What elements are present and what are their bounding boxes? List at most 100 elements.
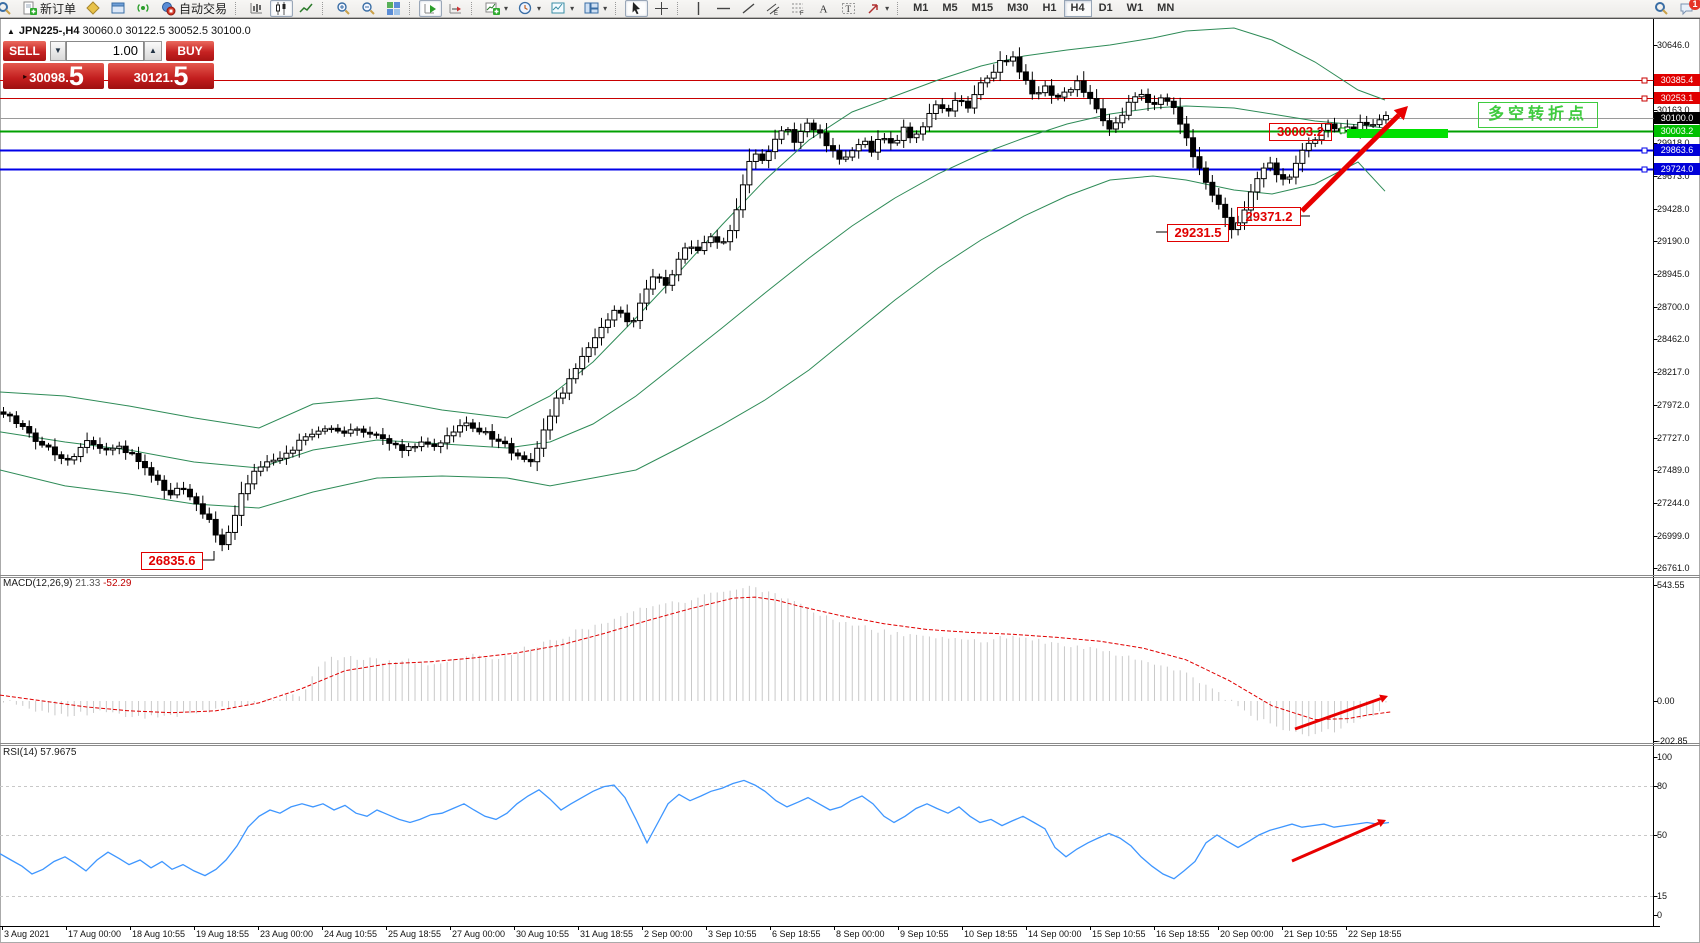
profiles-button[interactable]: ▾ xyxy=(580,0,611,17)
sell-price: 30098 xyxy=(29,70,66,85)
price-annotation[interactable]: 30003.2 xyxy=(1269,123,1332,141)
autoscroll-icon xyxy=(423,1,438,16)
rsi-axis-tick: 80 xyxy=(1657,781,1668,791)
dropdown-caret-icon[interactable]: ▾ xyxy=(603,4,608,13)
price-line-label[interactable]: 29863.6 xyxy=(1654,144,1700,156)
macd-indicator-label: MACD(12,26,9) 21.33 -52.29 xyxy=(3,578,132,589)
macd-axis-tick: 0.00 xyxy=(1657,696,1675,706)
timeframe-h1-button[interactable]: H1 xyxy=(1042,2,1057,14)
text-button[interactable]: A xyxy=(812,0,835,17)
sell-price-tile[interactable]: ▸ 30098 . 5 xyxy=(3,61,104,91)
timeframe-m15-button[interactable]: M15 xyxy=(971,2,994,14)
svg-text:A: A xyxy=(820,4,828,16)
highlighter-button[interactable] xyxy=(82,0,105,17)
periods-button[interactable]: ▾ xyxy=(514,0,545,17)
timeframe-m5-button[interactable]: M5 xyxy=(942,2,958,14)
linechart-icon xyxy=(299,1,314,16)
price-annotation[interactable]: 26835.6 xyxy=(141,552,203,570)
price-line-label[interactable]: 30253.1 xyxy=(1654,92,1700,104)
cursor-button[interactable] xyxy=(625,0,649,17)
date-axis-label: 20 Sep 00:00 xyxy=(1220,929,1274,939)
price-annotation[interactable]: 29371.2 xyxy=(1237,207,1301,226)
line-chart-button[interactable] xyxy=(295,0,318,17)
toolbar-separator xyxy=(615,2,621,15)
price-line-label[interactable]: 29724.0 xyxy=(1654,163,1700,175)
edge-search-icon[interactable] xyxy=(0,0,16,17)
volume-input[interactable]: 1.00 xyxy=(66,41,144,61)
navigator-button[interactable] xyxy=(132,0,155,17)
date-axis-label: 3 Sep 10:55 xyxy=(708,929,757,939)
price-axis-tick: 29428.0 xyxy=(1657,204,1690,214)
robot-icon xyxy=(161,1,176,16)
data-window-button[interactable] xyxy=(107,0,130,17)
bar-chart-button[interactable] xyxy=(245,0,268,17)
rsi-axis-tick: 100 xyxy=(1657,752,1673,762)
volume-increase-button[interactable]: ▲ xyxy=(144,41,162,61)
timeframe-m1-button[interactable]: M1 xyxy=(913,2,929,14)
tick-direction-icon: ▸ xyxy=(23,71,28,81)
community-chat-button[interactable]: 1 xyxy=(1679,0,1700,16)
timeframe-d1-button[interactable]: D1 xyxy=(1098,2,1113,14)
fibonacci-button[interactable]: F xyxy=(787,0,810,17)
date-axis-label: 24 Aug 10:55 xyxy=(324,929,378,939)
rsi-indicator-label: RSI(14) 57.9675 xyxy=(3,747,77,758)
price-axis-tick: 29673.0 xyxy=(1657,171,1690,181)
macd-axis-tick: -202.85 xyxy=(1657,736,1688,746)
date-axis-label: 21 Sep 10:55 xyxy=(1284,929,1338,939)
price-line-label[interactable]: 30385.4 xyxy=(1654,74,1700,86)
candle-chart-button[interactable] xyxy=(270,0,294,17)
horizontal-line-button[interactable] xyxy=(712,0,735,17)
labelt-icon: T xyxy=(841,1,856,16)
zoom-out-button[interactable] xyxy=(357,0,380,17)
timeframe-m30-button[interactable]: M30 xyxy=(1007,2,1029,14)
volume-decrease-button[interactable]: ▼ xyxy=(50,41,66,61)
neworder-icon xyxy=(22,1,37,16)
new-order-button[interactable]: 新订单 xyxy=(18,0,80,17)
timeframe-w1-button[interactable]: W1 xyxy=(1126,2,1144,14)
text-label-button[interactable]: T xyxy=(837,0,860,17)
signal-icon xyxy=(136,1,151,16)
one-click-trading-panel: SELL ▼ 1.00 ▲ BUY ▸ 30098 . 5 30121 . 5 xyxy=(3,41,214,91)
price-axis-tick: 27244.0 xyxy=(1657,498,1690,508)
dropdown-caret-icon[interactable]: ▾ xyxy=(537,4,542,13)
trendline-button[interactable] xyxy=(737,0,760,17)
buy-button[interactable]: BUY xyxy=(166,41,214,61)
crayon-icon xyxy=(86,1,101,16)
tile-windows-button[interactable] xyxy=(382,0,405,17)
auto-trading-button[interactable]: 自动交易 xyxy=(157,0,231,17)
chart-shift-button[interactable] xyxy=(444,0,467,17)
timeframe-mn-button[interactable]: MN xyxy=(1157,2,1175,14)
buy-price-tile[interactable]: 30121 . 5 xyxy=(108,61,214,91)
vertical-line-button[interactable] xyxy=(687,0,710,17)
date-axis-label: 22 Sep 18:55 xyxy=(1348,929,1402,939)
price-annotation[interactable]: 29231.5 xyxy=(1167,224,1229,242)
timeframe-h4-button[interactable]: H4 xyxy=(1063,0,1092,17)
arrows-button[interactable]: ▾ xyxy=(862,0,893,17)
sell-button[interactable]: SELL xyxy=(3,41,46,61)
auto-scroll-button[interactable] xyxy=(419,0,443,17)
toolbar-separator xyxy=(322,2,328,15)
zoomin-icon xyxy=(336,1,351,16)
turning-point-note[interactable]: 多空转折点 xyxy=(1478,102,1598,128)
crosshair-button[interactable] xyxy=(650,0,673,17)
template-button[interactable]: ▾ xyxy=(547,0,578,17)
buy-price-big-digit: 5 xyxy=(173,61,189,91)
date-axis-label: 8 Sep 00:00 xyxy=(836,929,885,939)
new-chart-button[interactable]: ▾ xyxy=(481,0,512,17)
sell-price-big-digit: 5 xyxy=(68,61,84,91)
dropdown-caret-icon[interactable]: ▾ xyxy=(504,4,509,13)
price-line-label[interactable]: 30100.0 xyxy=(1654,112,1700,124)
price-line-label[interactable]: 30003.2 xyxy=(1654,125,1700,137)
zoom-in-button[interactable] xyxy=(332,0,355,17)
ohlc-values: 30060.0 30122.5 30052.5 30100.0 xyxy=(82,25,251,37)
window-menu-icon[interactable]: ▲ xyxy=(7,27,15,36)
date-axis-label: 6 Sep 18:55 xyxy=(772,929,821,939)
search-icon[interactable] xyxy=(1654,1,1669,16)
dropdown-caret-icon[interactable]: ▾ xyxy=(570,4,575,13)
dropdown-caret-icon[interactable]: ▾ xyxy=(885,4,890,13)
date-axis-label: 27 Aug 00:00 xyxy=(452,929,506,939)
equidistant-channel-button[interactable]: E xyxy=(762,0,785,17)
chart-title: ▲ JPN225-,H4 30060.0 30122.5 30052.5 3010… xyxy=(7,25,251,37)
trend-icon xyxy=(741,1,756,16)
